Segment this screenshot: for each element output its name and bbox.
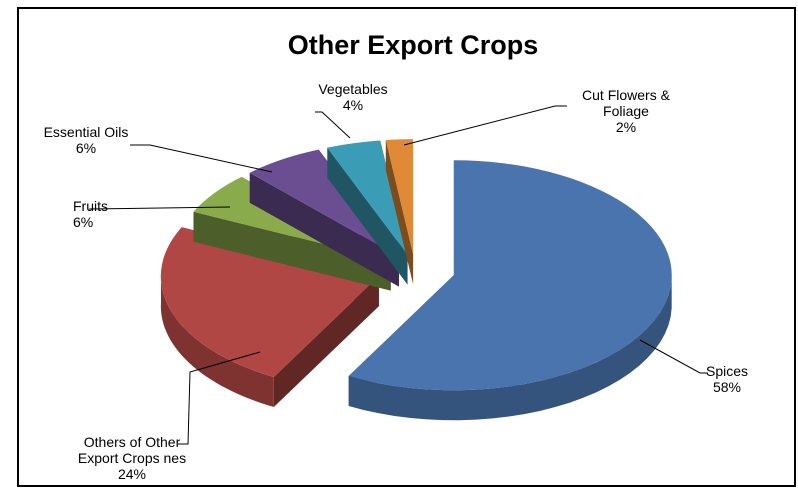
leader-line-others-export-crops [178, 351, 261, 445]
leader-line-cut-flowers-foliage [403, 105, 567, 146]
slice-label-others-export-crops: Others of Other Export Crops nes 24% [78, 434, 186, 482]
leader-line-spices [639, 339, 708, 374]
slice-label-cut-flowers-foliage: Cut Flowers & Foliage 2% [582, 87, 671, 135]
leader-line-fruits [88, 206, 231, 210]
chart-title: Other Export Crops [288, 30, 539, 60]
pie-slice-vegetables [327, 140, 408, 285]
pie-slice-cut-flowers-foliage [385, 139, 414, 285]
slice-label-vegetables: Vegetables 4% [318, 81, 387, 113]
leader-line-vegetables [315, 111, 351, 139]
slice-label-essential-oils: Essential Oils 6% [44, 124, 129, 156]
leader-line-essential-oils [130, 144, 273, 173]
pie-slice-spices [348, 160, 672, 421]
slice-label-fruits: Fruits 6% [73, 198, 108, 230]
slice-label-spices: Spices 58% [706, 363, 748, 395]
